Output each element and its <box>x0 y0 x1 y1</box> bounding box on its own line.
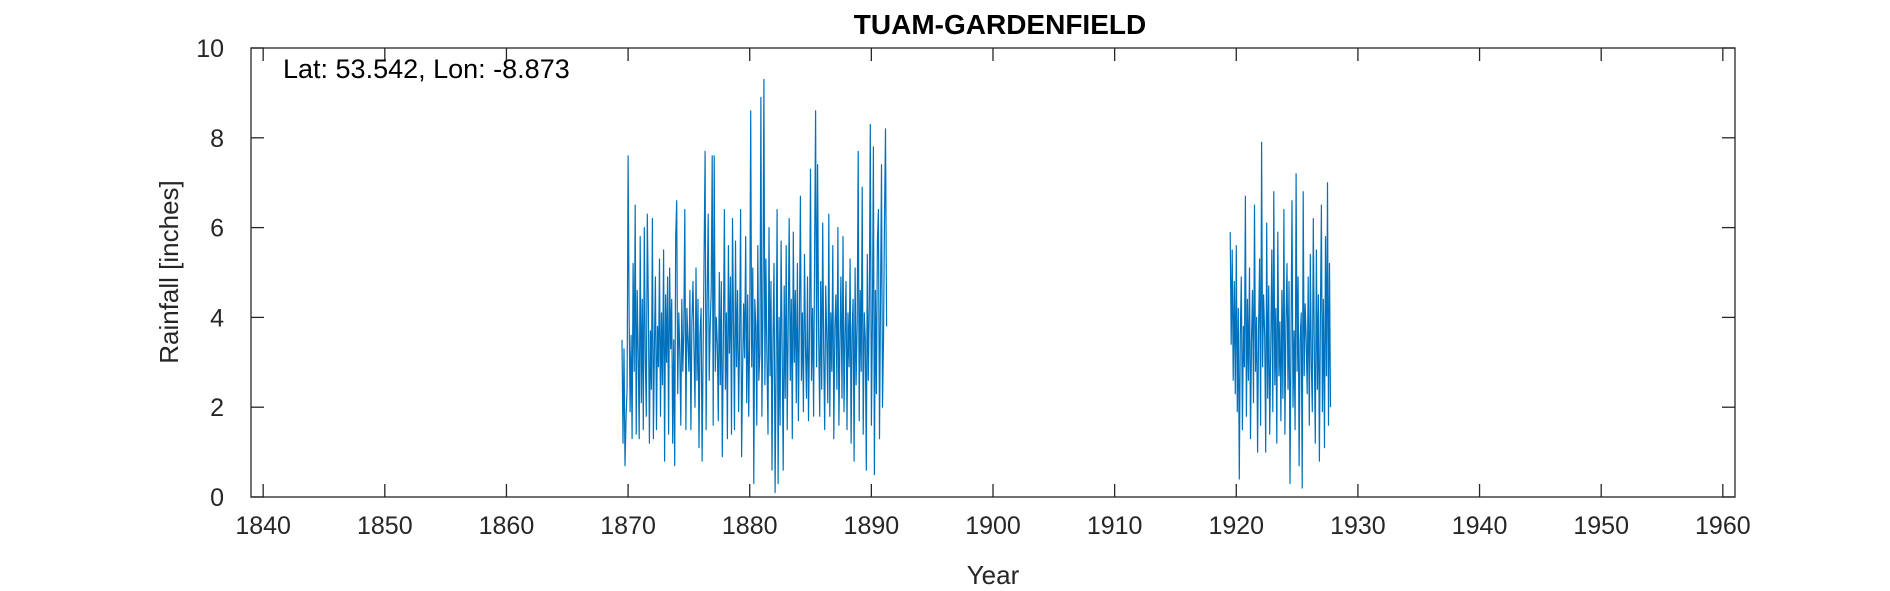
y-axis-title: Rainfall [inches] <box>154 180 184 364</box>
station-coordinates: Lat: 53.542, Lon: -8.873 <box>283 54 570 84</box>
x-tick-label: 1940 <box>1452 512 1508 540</box>
x-axis-title: Year <box>967 560 1020 590</box>
tick-layer: 1840 1850 1860 1870 1880 1890 1900 1910 1920 1930… <box>196 35 1750 540</box>
x-tick-label: 1900 <box>965 512 1021 540</box>
y-tick-label: 2 <box>210 394 224 422</box>
rainfall-series-line-2 <box>1229 141 1332 489</box>
x-tick-label: 1920 <box>1208 512 1264 540</box>
y-tick-label: 6 <box>210 215 224 243</box>
x-tick-label: 1910 <box>1087 512 1143 540</box>
y-tick-label: 0 <box>210 484 224 512</box>
x-tick-label: 1870 <box>600 512 656 540</box>
series-layer <box>621 78 1332 494</box>
x-tick-label: 1950 <box>1573 512 1629 540</box>
x-tick-label: 1860 <box>479 512 535 540</box>
chart-title: TUAM-GARDENFIELD <box>854 9 1146 40</box>
x-tick-label: 1880 <box>722 512 778 540</box>
x-tick-label: 1850 <box>357 512 413 540</box>
rainfall-series-line-1 <box>621 78 888 494</box>
x-tick-label: 1890 <box>844 512 900 540</box>
x-tick-label: 1960 <box>1695 512 1751 540</box>
y-tick-label: 10 <box>196 35 224 63</box>
y-tick-label: 8 <box>210 125 224 153</box>
x-tick-label: 1930 <box>1330 512 1386 540</box>
x-tick-label: 1840 <box>235 512 291 540</box>
plot-area: 1840 1850 1860 1870 1880 1890 1900 1910 1920 1930… <box>196 35 1750 540</box>
axes-box <box>250 47 1736 498</box>
y-tick-label: 4 <box>210 304 224 332</box>
